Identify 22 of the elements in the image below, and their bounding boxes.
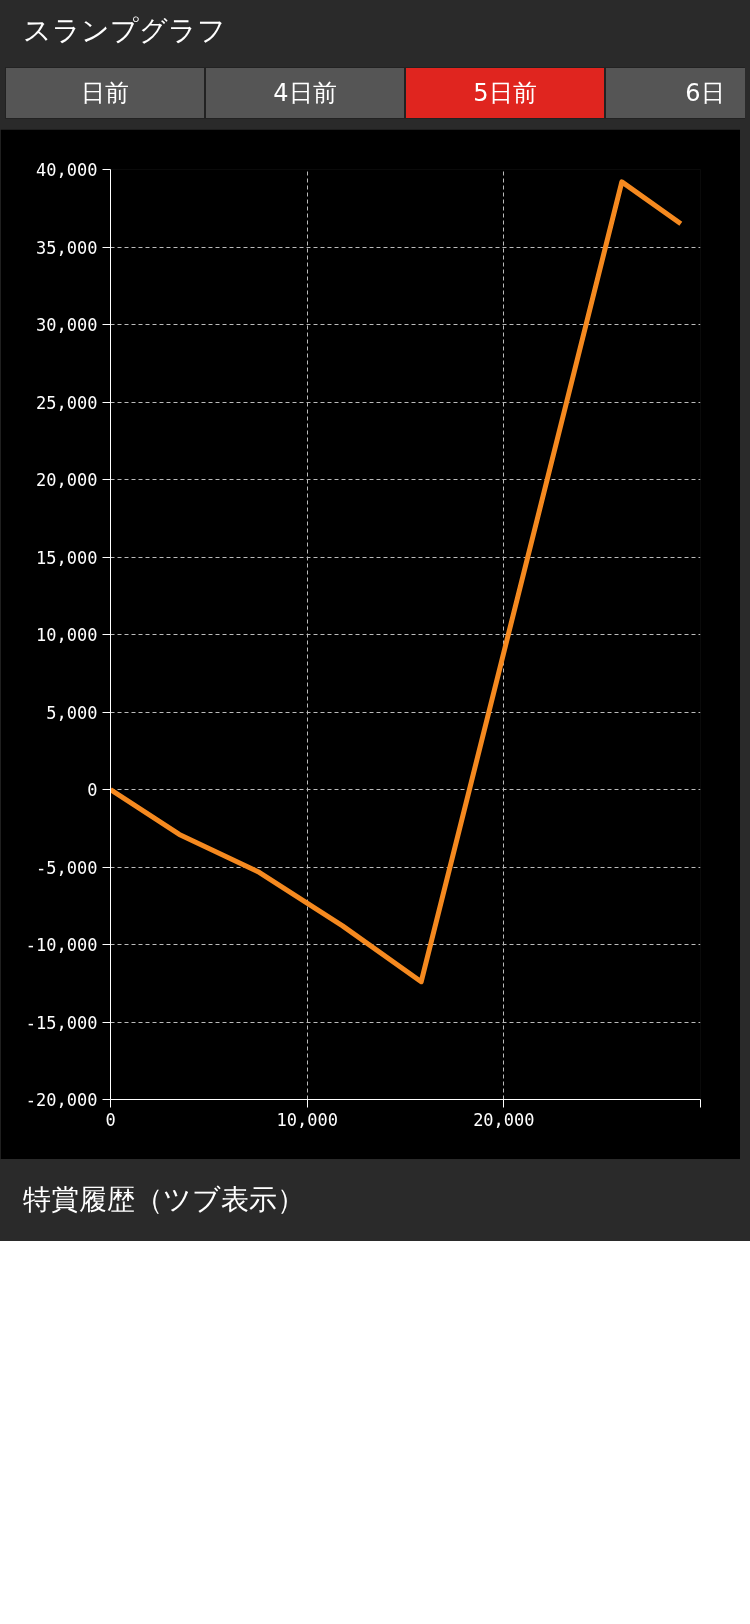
- text: 5日前: [405, 67, 605, 120]
- y-tick-label: -15,000: [25, 1012, 98, 1033]
- y-tick-label: 5,000: [46, 702, 98, 723]
- y-tick-label: 40,000: [36, 160, 98, 181]
- y-tick-label: 10,000: [36, 625, 98, 646]
- text: 特賞履歴（ツブ表示）: [22, 1182, 306, 1219]
- y-tick-label: 20,000: [36, 470, 98, 491]
- x-tick-label: 10,000: [276, 1109, 338, 1130]
- y-tick-label: 30,000: [36, 315, 98, 336]
- y-tick-label: 25,000: [36, 392, 98, 413]
- text: 4日前: [205, 67, 405, 120]
- text: 6日: [684, 78, 726, 109]
- y-tick-label: -20,000: [25, 1090, 98, 1111]
- x-tick-label: 20,000: [473, 1109, 535, 1130]
- y-tick-label: -5,000: [36, 857, 98, 878]
- y-tick-label: 35,000: [36, 237, 98, 258]
- text: 日前: [5, 67, 205, 120]
- y-tick-label: -10,000: [25, 935, 98, 956]
- x-tick-label: 0: [105, 1109, 116, 1130]
- y-tick-label: 0: [87, 780, 98, 801]
- chart-title: スランプグラフ: [22, 13, 227, 49]
- y-tick-label: 15,000: [36, 547, 98, 568]
